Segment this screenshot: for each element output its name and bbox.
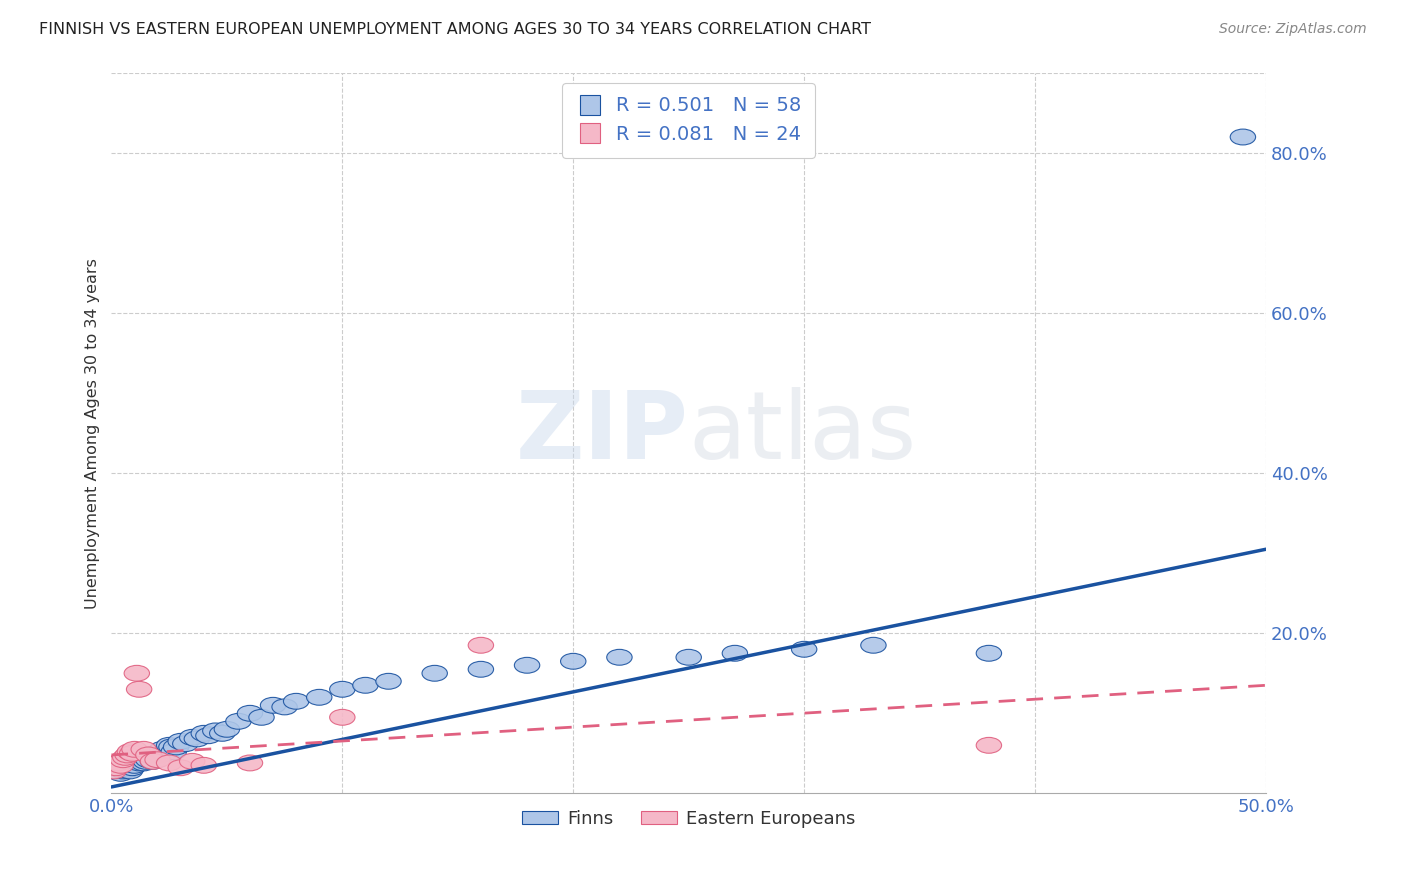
Text: atlas: atlas — [689, 387, 917, 479]
Legend: Finns, Eastern Europeans: Finns, Eastern Europeans — [515, 802, 862, 835]
Y-axis label: Unemployment Among Ages 30 to 34 years: Unemployment Among Ages 30 to 34 years — [86, 258, 100, 608]
Text: ZIP: ZIP — [516, 387, 689, 479]
Text: FINNISH VS EASTERN EUROPEAN UNEMPLOYMENT AMONG AGES 30 TO 34 YEARS CORRELATION C: FINNISH VS EASTERN EUROPEAN UNEMPLOYMENT… — [39, 22, 872, 37]
Text: Source: ZipAtlas.com: Source: ZipAtlas.com — [1219, 22, 1367, 37]
